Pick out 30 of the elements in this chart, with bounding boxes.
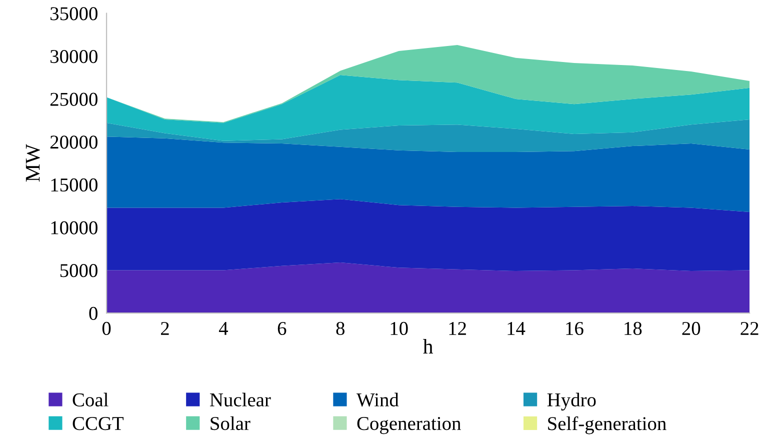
legend-label: Coal [72,392,108,406]
x-tick-label: 6 [278,322,286,336]
y-axis-title: MW [26,144,40,182]
x-tick-label: 20 [682,322,700,336]
x-tick-label: 14 [508,322,526,335]
x-tick-label: 12 [449,322,466,335]
legend-label: Wind [356,392,399,407]
y-tick-label: 20000 [50,136,98,149]
x-tick-label: 0 [102,322,111,336]
x-tick-label: 22 [740,322,758,335]
y-tick-label: 25000 [50,92,98,106]
x-axis-title: h [423,338,433,354]
x-tick-label: 10 [390,322,408,336]
y-tick-label: 15000 [51,178,98,192]
legend-label: Hydro [547,392,596,410]
legend-label: CCGT [72,417,124,430]
y-tick-label: 10000 [51,221,98,234]
x-tick-label: 4 [218,322,228,335]
legend-label: Solar [210,416,250,430]
x-tick-label: 2 [160,322,169,335]
y-tick-label: 0 [89,306,98,320]
legend-label: Nuclear [210,392,271,406]
x-tick-label: 18 [624,322,642,336]
legend-label: Self-generation [548,416,666,434]
y-tick-label: 35000 [50,7,98,20]
x-tick-label: 8 [336,322,344,336]
x-tick-label: 16 [566,322,584,336]
legend-label: Cogeneration [357,417,461,434]
y-tick-label: 5000 [60,264,98,278]
y-tick-label: 30000 [50,50,98,64]
